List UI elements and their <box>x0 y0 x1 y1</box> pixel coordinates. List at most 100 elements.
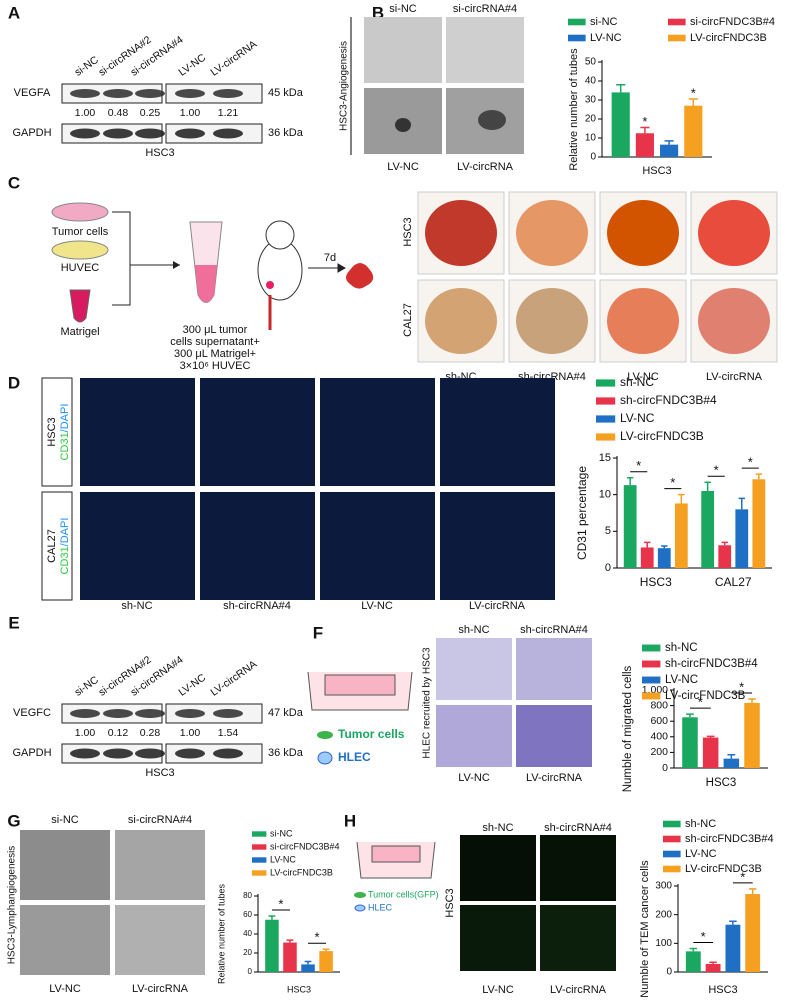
legend-label: sh-NC <box>665 642 698 654</box>
image-label: LV-circRNA <box>457 161 514 173</box>
arrow <box>308 263 347 273</box>
deco <box>478 110 506 130</box>
blot-label: VEGFA <box>14 87 51 99</box>
image-label: si-circRNA#4 <box>453 3 517 15</box>
error-bar <box>686 713 694 718</box>
legend-swatch <box>252 870 267 876</box>
mouse-head <box>265 220 295 250</box>
error-bar <box>268 915 276 920</box>
bar <box>684 105 703 157</box>
legend-swatch <box>663 850 681 858</box>
micrograph <box>20 830 110 900</box>
legend-label: si-NC <box>270 828 293 838</box>
column-label: LV-circRNA <box>469 600 526 612</box>
size-label: 36 kDa <box>268 127 304 139</box>
image-label: sh-NC <box>482 822 513 834</box>
ratio: 0.48 <box>108 107 129 119</box>
legend-swatch <box>642 692 661 700</box>
legend-label: LV-NC <box>270 854 296 864</box>
significance: * <box>636 458 641 473</box>
y-tick-label: 15 <box>599 452 611 464</box>
image-label: LV-NC <box>458 772 490 784</box>
error-bar <box>616 84 626 93</box>
y-tick-label: 0 <box>590 152 596 163</box>
micrograph <box>516 705 592 767</box>
micrograph <box>320 492 435 600</box>
tumor <box>698 200 770 266</box>
dish <box>51 240 109 260</box>
panel-letter: E <box>8 613 19 632</box>
mix-label: 300 μL tumor <box>183 324 248 336</box>
significance: * <box>740 869 745 884</box>
column-label: sh-NC <box>121 600 152 612</box>
legend-label: LV-circFNDC3B <box>620 429 704 443</box>
bar <box>701 491 715 568</box>
error-bar <box>661 545 668 549</box>
bar <box>725 924 741 972</box>
y-tick-label: 40 <box>243 929 252 938</box>
ratio: 1.21 <box>218 107 239 119</box>
band <box>175 128 205 139</box>
band <box>213 89 243 98</box>
legend-swatch <box>663 820 681 828</box>
tumor <box>607 200 679 266</box>
x-tick-label: HSC3 <box>706 777 737 789</box>
significance: * <box>670 475 675 490</box>
significance: * <box>315 930 320 945</box>
column-label: LV-NC <box>361 600 393 612</box>
significance: * <box>691 85 696 100</box>
bar <box>718 545 732 568</box>
error-bar <box>678 493 685 504</box>
legend-label: LV-circFNDC3B <box>270 867 333 877</box>
bar <box>660 144 679 157</box>
y-tick-label: 0 <box>605 562 611 574</box>
bar <box>745 894 761 972</box>
lane-label: LV-NC <box>176 671 208 698</box>
x-tick-label: HSC3 <box>640 575 672 589</box>
input-label: HUVEC <box>61 262 100 274</box>
bar <box>265 919 279 972</box>
side-label: HSC3-Angiogenesis <box>339 41 350 131</box>
error-bar <box>688 98 698 106</box>
band <box>135 128 165 139</box>
error-bar <box>727 753 736 759</box>
column-label: sh-circRNA#4 <box>223 600 291 612</box>
band <box>175 748 205 759</box>
micrograph <box>436 638 512 700</box>
band <box>175 89 205 98</box>
row-label: HSC3 <box>402 217 414 246</box>
legend-swatch <box>668 18 686 26</box>
legend-label: Tumor cells <box>338 727 405 741</box>
error-bar <box>644 541 651 548</box>
legend-swatch <box>668 34 686 42</box>
side-label: HSC3-Lymphangiogenesis <box>7 846 18 965</box>
image-label: sh-circRNA#4 <box>520 624 588 636</box>
stain-label: CD31/DAPI <box>59 404 71 461</box>
error-bar <box>706 735 715 738</box>
cell-icon <box>317 731 333 739</box>
y-tick-label: 800 <box>650 699 668 711</box>
y-tick-label: 600 <box>650 715 668 727</box>
micrograph <box>440 378 555 486</box>
bar <box>283 942 297 972</box>
band <box>135 89 165 98</box>
error-bar <box>689 947 698 952</box>
y-tick-label: 20 <box>585 114 597 125</box>
y-tick-label: 0 <box>662 762 668 774</box>
legend-label: LV-circFNDC3B <box>685 863 762 875</box>
ratio: 0.25 <box>140 107 161 119</box>
legend-label: sh-circFNDC3B#4 <box>685 833 774 845</box>
legend-swatch <box>568 18 586 26</box>
legend-label: sh-NC <box>685 818 716 830</box>
legend-label: LV-NC <box>665 674 698 686</box>
ratio: 1.00 <box>75 107 96 119</box>
legend-label: LV-NC <box>620 411 655 425</box>
panel-letter: C <box>8 173 20 192</box>
micrograph <box>20 905 110 975</box>
cell-icon <box>354 892 366 898</box>
bar <box>640 547 654 568</box>
x-tick-label: HSC3 <box>708 984 737 996</box>
legend-label: Tumor cells(GFP) <box>368 889 439 899</box>
y-tick-label: 400 <box>650 731 668 743</box>
